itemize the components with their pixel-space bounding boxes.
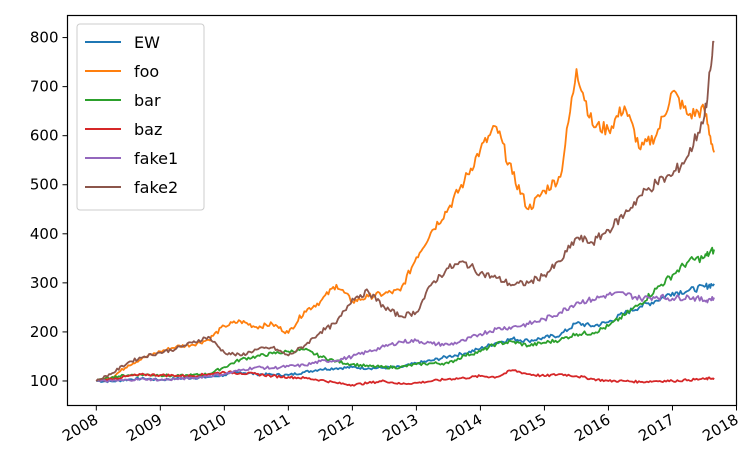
y-tick-label: 500 <box>30 176 59 194</box>
series-line-EW <box>96 282 715 384</box>
x-tick-label: 2013 <box>379 410 421 445</box>
series-line-foo <box>95 68 715 382</box>
y-tick-label: 300 <box>30 274 59 292</box>
legend-label: fake2 <box>134 178 178 197</box>
y-tick-label: 400 <box>30 225 59 243</box>
legend-label: foo <box>134 62 159 81</box>
x-tick-label: 2016 <box>571 410 613 445</box>
y-tick-label: 600 <box>30 127 59 145</box>
series-line-bar <box>96 246 715 382</box>
y-tick-label: 100 <box>30 372 59 390</box>
series-line-fake1 <box>96 291 715 383</box>
x-tick-label: 2015 <box>507 410 549 445</box>
y-tick-label: 700 <box>30 78 59 96</box>
x-tick-label: 2017 <box>635 410 677 445</box>
legend-label: bar <box>134 91 161 110</box>
legend: EW foo bar baz fake1 fake2 <box>76 23 205 211</box>
x-tick-label: 2012 <box>315 410 357 445</box>
plot-series <box>95 40 715 387</box>
legend-label: baz <box>134 120 162 139</box>
x-tick-label: 2011 <box>251 410 293 445</box>
x-tick-label: 2018 <box>699 410 741 445</box>
y-tick-label: 800 <box>30 29 59 47</box>
legend-label: fake1 <box>134 149 178 168</box>
x-axis-ticks: 2008 2009 2010 2011 2012 2013 2014 2015 2016 2017… <box>59 405 742 445</box>
y-axis-ticks: 100 200 300 400 500 600 700 800 <box>30 29 68 390</box>
x-tick-label: 2008 <box>59 410 101 445</box>
legend-label: EW <box>134 33 160 52</box>
plot-frame <box>66 14 738 407</box>
x-tick-label: 2014 <box>443 410 485 445</box>
y-tick-label: 200 <box>30 323 59 341</box>
series-line-fake2 <box>95 40 715 382</box>
x-tick-label: 2009 <box>123 410 165 445</box>
x-tick-label: 2010 <box>187 410 229 445</box>
